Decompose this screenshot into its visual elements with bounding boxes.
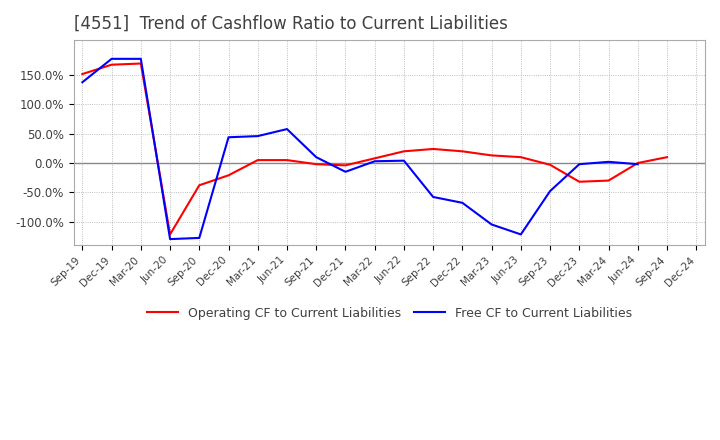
Legend: Operating CF to Current Liabilities, Free CF to Current Liabilities: Operating CF to Current Liabilities, Fre… <box>142 302 637 325</box>
Operating CF to Current Liabilities <box>546 162 554 167</box>
Free CF to Current Liabilities <box>253 133 262 139</box>
Operating CF to Current Liabilities <box>341 163 350 168</box>
Free CF to Current Liabilities <box>370 159 379 164</box>
Operating CF to Current Liabilities <box>429 147 438 152</box>
Free CF to Current Liabilities <box>195 235 204 241</box>
Free CF to Current Liabilities <box>487 222 496 227</box>
Operating CF to Current Liabilities <box>487 153 496 158</box>
Operating CF to Current Liabilities <box>604 178 613 183</box>
Free CF to Current Liabilities <box>516 232 525 237</box>
Operating CF to Current Liabilities <box>575 179 584 184</box>
Free CF to Current Liabilities <box>341 169 350 174</box>
Operating CF to Current Liabilities <box>253 158 262 163</box>
Free CF to Current Liabilities <box>429 194 438 200</box>
Free CF to Current Liabilities <box>137 56 145 62</box>
Free CF to Current Liabilities <box>283 126 292 132</box>
Operating CF to Current Liabilities <box>137 61 145 66</box>
Line: Operating CF to Current Liabilities: Operating CF to Current Liabilities <box>82 63 667 235</box>
Operating CF to Current Liabilities <box>195 183 204 188</box>
Text: [4551]  Trend of Cashflow Ratio to Current Liabilities: [4551] Trend of Cashflow Ratio to Curren… <box>73 15 508 33</box>
Operating CF to Current Liabilities <box>662 154 671 160</box>
Operating CF to Current Liabilities <box>400 149 408 154</box>
Operating CF to Current Liabilities <box>370 156 379 161</box>
Operating CF to Current Liabilities <box>78 71 86 77</box>
Free CF to Current Liabilities <box>604 159 613 165</box>
Free CF to Current Liabilities <box>458 200 467 205</box>
Free CF to Current Liabilities <box>546 188 554 194</box>
Operating CF to Current Liabilities <box>458 149 467 154</box>
Free CF to Current Liabilities <box>107 56 116 62</box>
Free CF to Current Liabilities <box>224 135 233 140</box>
Operating CF to Current Liabilities <box>224 172 233 178</box>
Free CF to Current Liabilities <box>166 236 174 242</box>
Line: Free CF to Current Liabilities: Free CF to Current Liabilities <box>82 59 638 239</box>
Free CF to Current Liabilities <box>634 161 642 167</box>
Operating CF to Current Liabilities <box>283 158 292 163</box>
Free CF to Current Liabilities <box>575 161 584 167</box>
Operating CF to Current Liabilities <box>312 161 320 167</box>
Operating CF to Current Liabilities <box>107 62 116 67</box>
Free CF to Current Liabilities <box>78 80 86 85</box>
Operating CF to Current Liabilities <box>634 160 642 165</box>
Free CF to Current Liabilities <box>400 158 408 163</box>
Free CF to Current Liabilities <box>312 154 320 160</box>
Operating CF to Current Liabilities <box>166 232 174 237</box>
Operating CF to Current Liabilities <box>516 154 525 160</box>
